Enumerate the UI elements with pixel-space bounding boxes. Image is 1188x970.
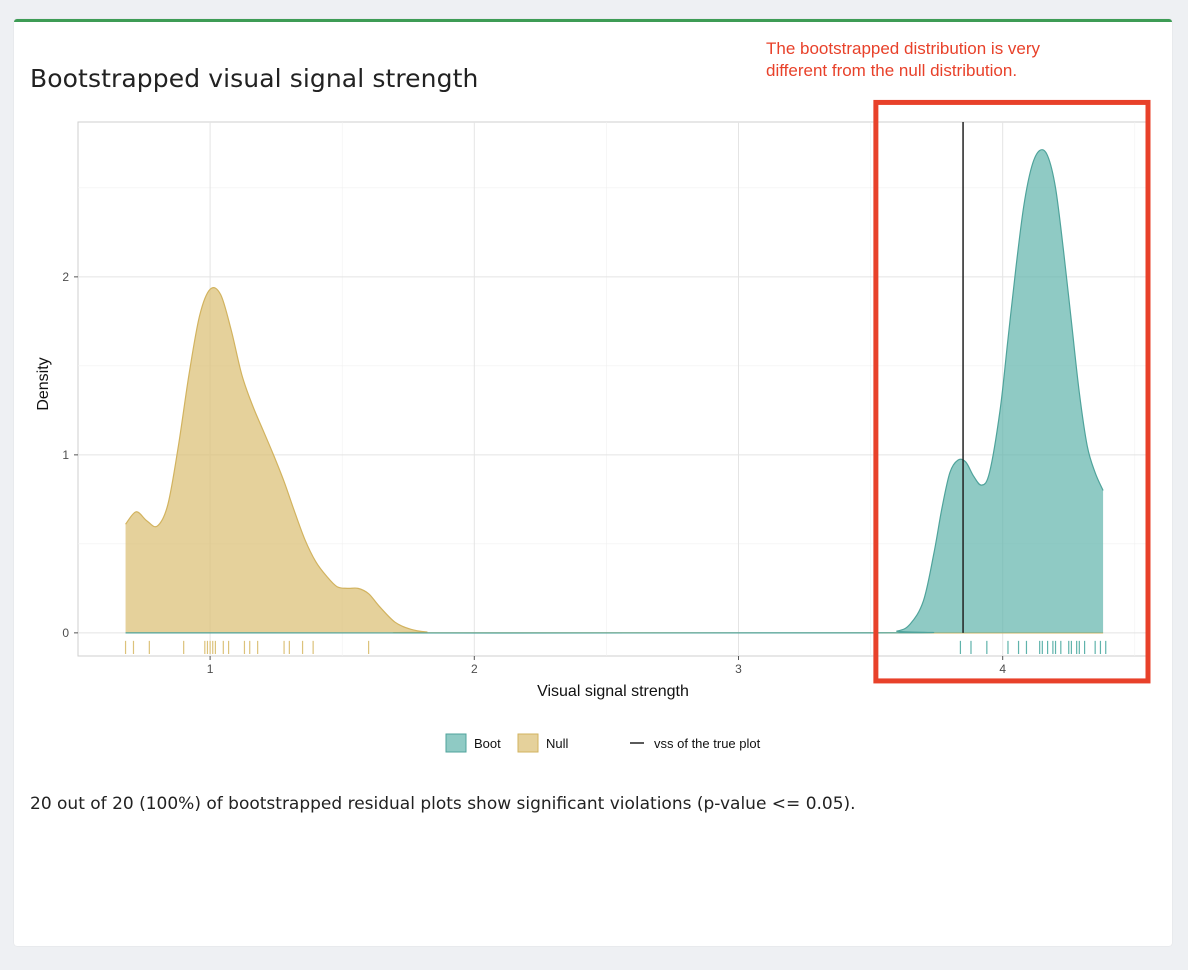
density-chart: 1 2 3 4 0 1 2 Visual signal strength Density Boo… — [35, 99, 1151, 753]
density-curve-boot — [125, 149, 1104, 634]
legend-key-null — [517, 733, 539, 753]
y-tick-label: 2 — [62, 270, 69, 284]
legend-key-boot — [445, 733, 467, 753]
density-area-null — [125, 287, 1104, 633]
summary-text: 20 out of 20 (100%) of bootstrapped resi… — [30, 794, 856, 814]
legend: Boot Null vss of the true plot — [445, 733, 761, 753]
legend-label-boot: Boot — [474, 736, 501, 751]
x-tick-label: 2 — [471, 662, 478, 676]
panel-title: Bootstrapped visual signal strength — [30, 64, 479, 93]
x-axis-title: Visual signal strength — [537, 683, 689, 700]
y-tick-label: 0 — [62, 626, 69, 640]
x-tick-label: 3 — [735, 662, 742, 676]
x-tick-label: 1 — [207, 662, 214, 676]
y-tick-label: 1 — [62, 448, 69, 462]
annotation-layer — [873, 99, 1151, 684]
annotation-text: The bootstrapped distribution is very di… — [766, 38, 1040, 82]
annotation-highlight-box — [873, 99, 1151, 684]
legend-label-null: Null — [546, 736, 569, 751]
x-tick-label: 4 — [999, 662, 1006, 676]
annotation-line-1: The bootstrapped distribution is very — [766, 39, 1041, 58]
density-area-boot — [125, 149, 1104, 633]
legend-label-reference-line: vss of the true plot — [654, 736, 761, 751]
rug-layer — [124, 640, 1107, 654]
axis-layer: 1 2 3 4 0 1 2 Visual signal strength Density — [35, 270, 1006, 700]
y-axis-title: Density — [35, 357, 52, 410]
density-curve-null — [125, 287, 1104, 634]
annotation-line-2: different from the null distribution. — [766, 61, 1018, 80]
signal-strength-panel: Bootstrapped visual signal strength The … — [14, 19, 1172, 946]
series-layer — [125, 149, 1104, 634]
